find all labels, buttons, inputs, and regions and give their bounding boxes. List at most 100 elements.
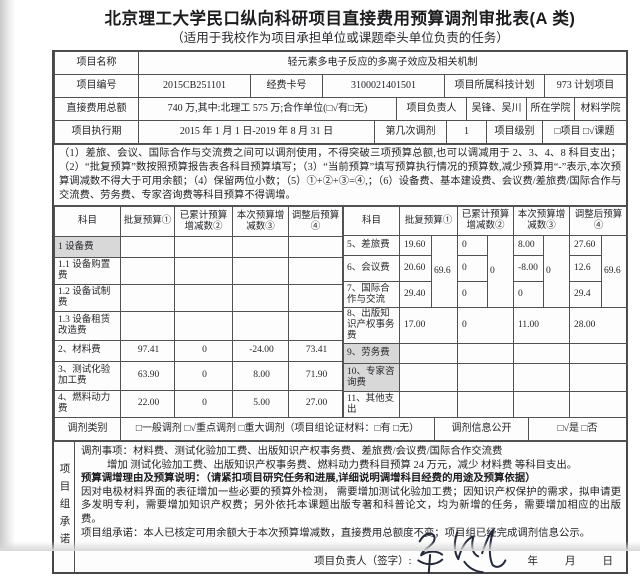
cell-value: [174, 256, 233, 285]
subject-label: 8、出版知识产权事务费: [343, 307, 400, 344]
col-accumulated: 已累计预算增减数②: [457, 206, 515, 236]
vertical-label: 项目组承诺: [58, 463, 70, 551]
budget-header-row: 科目 批复预算① 已累计预算增减数② 本次预算增减数③ 调整后预算④: [54, 205, 343, 238]
cell-value: [288, 310, 343, 342]
plan-label: 项目所属科技计划: [444, 74, 545, 98]
cell-value: [513, 363, 571, 392]
cell-value: [569, 343, 629, 364]
cell-value: 0: [457, 307, 515, 344]
row-period: 项目执行期 2015 年 1 月 1 日-2019 年 8 月 31 日 第几次…: [54, 120, 627, 144]
project-name-value: 轻元素多电子反应的多离子效应及相关机制: [138, 51, 627, 75]
cell-value: [174, 310, 233, 342]
cell-value: 29.4: [569, 281, 603, 308]
row-project-name: 项目名称 轻元素多电子反应的多离子效应及相关机制: [54, 51, 627, 75]
cell-value: [398, 363, 459, 392]
school-value: 材料学院: [574, 97, 627, 121]
info-public-checkboxes: □√是 □否: [528, 417, 627, 441]
cell-value: 28.00: [569, 307, 629, 344]
cell-value: 27.00: [288, 389, 343, 419]
cell-value: 5.00: [232, 389, 289, 419]
subject-label: 11、其他支出: [343, 391, 400, 418]
commitment-statement: 项目组承诺：本人已核定可用余额大于本次预算增减数，直接费用总额度不变；项目组已经…: [81, 527, 591, 539]
budget-row: 1 设备费: [54, 236, 343, 258]
cell-value: [398, 391, 459, 418]
project-no-label: 项目编号: [54, 74, 139, 98]
col-current: 本次预算增减数③: [513, 206, 571, 236]
row-category: 调剂类别 □一般调剂 □√重点调剂 □重大调剂（项目组论证材料：□有 □无） 调…: [54, 417, 627, 441]
sign-label: 项目负责人（签字）:: [314, 555, 412, 567]
cell-value: [232, 236, 289, 258]
budget-row: 1.1 设备购置费: [54, 256, 343, 285]
cell-value: 0: [513, 281, 545, 308]
cell-value: 0: [174, 360, 233, 391]
budget-total-table: 直接费用总额 740 万,其中:北理工 575 万;合作单位(□√有□无) 项目…: [54, 97, 627, 121]
subject-label: 6、会议费: [343, 255, 400, 282]
cell-value: [120, 236, 175, 258]
cell-value: 73.41: [288, 340, 343, 362]
budget-row: 7、国际合作与交流 29.40 0 0 29.4: [343, 281, 628, 308]
times-label: 第几次调剂: [374, 120, 447, 144]
budget-row: 11、其他支出: [343, 391, 629, 418]
form-subtitle: （适用于我校作为项目承担单位或课题牵头单位负责的任务）: [171, 31, 509, 45]
info-public-label: 调剂信息公开: [434, 417, 529, 441]
subject-label: 9、劳务费: [343, 343, 400, 364]
budget-table-right: 科目 批复预算① 已累计预算增减数② 本次预算增减数③ 调整后预算④ 5、差旅费…: [343, 206, 629, 418]
budget-row: 2、材料费 97.41 0 -24.00 73.41: [54, 340, 343, 362]
row-direct-cost: 直接费用总额 740 万,其中:北理工 575 万;合作单位(□√有□无) 项目…: [54, 97, 627, 121]
category-label: 调剂类别: [54, 417, 121, 441]
category-checkboxes: □一般调剂 □√重点调剂 □重大调剂（项目组论证材料：□有 □无）: [120, 417, 435, 441]
cell-value: [120, 283, 175, 312]
col-approved: 批复预算①: [120, 205, 175, 238]
cell-value: [569, 391, 629, 418]
project-number-table: 项目编号 2015CB251101 经费卡号 3100021401501 项目所…: [54, 74, 627, 98]
subject-label: 3、测试化验加工费: [54, 360, 121, 391]
budget-table-left: 科目 批复预算① 已累计预算增减数② 本次预算增减数③ 调整后预算④ 1 设备费…: [54, 205, 343, 419]
date-label: 年 月 日: [527, 555, 615, 567]
col-current: 本次预算增减数③: [232, 205, 289, 238]
budget-row: 1.2 设备试制费: [54, 283, 343, 312]
cell-value: [232, 283, 289, 312]
group-total: 0: [543, 235, 571, 308]
commitment-section: 项目组承诺 调剂事项：材料费、测试化验加工费、出版知识产权事务费、差旅费/会议费…: [54, 441, 626, 575]
cell-value: 27.60: [569, 235, 603, 256]
cell-value: 17.00: [398, 307, 459, 344]
cell-value: 19.60: [399, 235, 432, 256]
budget-row: 10、专家咨询费: [343, 363, 629, 392]
fund-card-value: 3100021401501: [322, 74, 445, 98]
cell-value: 0: [457, 235, 489, 256]
cell-value: 29.40: [399, 281, 432, 308]
group-total: 0: [487, 235, 515, 308]
col-subject: 科目: [343, 206, 400, 236]
cell-value: [232, 310, 289, 342]
col-adjusted: 调整后预算④: [288, 205, 343, 238]
cell-value: -8.00: [513, 255, 545, 282]
subject-label: 7、国际合作与交流: [343, 281, 400, 308]
times-value: 1: [446, 120, 487, 144]
group-total: 69.6: [430, 235, 459, 308]
cell-value: 8.00: [513, 235, 545, 256]
cell-value: [457, 363, 515, 392]
cell-value: [288, 236, 343, 258]
subject-label: 2、材料费: [54, 340, 121, 362]
cell-value: 63.90: [120, 360, 175, 391]
reason-paragraph: 因对电极材料界面的表征增加一些必要的预算外检测， 需要增加测试化验加工费；因知识…: [81, 486, 621, 525]
cell-value: 11.00: [513, 307, 571, 344]
cell-value: [288, 283, 343, 312]
cell-value: [232, 256, 289, 285]
row-project-number: 项目编号 2015CB251101 经费卡号 3100021401501 项目所…: [54, 74, 627, 98]
cell-value: -24.00: [232, 340, 289, 362]
fund-card-label: 经费卡号: [250, 74, 323, 98]
cell-value: [398, 343, 459, 364]
cell-value: 0: [174, 389, 233, 419]
subject-label: 5、差旅费: [343, 235, 400, 256]
handwritten-signature: [417, 528, 507, 575]
budget-row: 4、燃料动力费 22.00 0 5.00 27.00: [54, 389, 343, 419]
commitment-side-label: 项目组承诺: [54, 442, 75, 573]
scan-edge-artifact: [0, 541, 640, 551]
cell-value: 0: [174, 340, 233, 362]
project-name-label: 项目名称: [54, 51, 139, 75]
period-value: 2015 年 1 月 1 日-2019 年 8 月 31 日: [138, 120, 375, 144]
budget-row: 8、出版知识产权事务费 17.00 0 11.00 28.00: [343, 307, 629, 344]
budget-table: 科目 批复预算① 已累计预算增减数② 本次预算增减数③ 调整后预算④ 1 设备费…: [54, 205, 629, 419]
leader-value: 吴锋、吴川: [466, 97, 527, 121]
